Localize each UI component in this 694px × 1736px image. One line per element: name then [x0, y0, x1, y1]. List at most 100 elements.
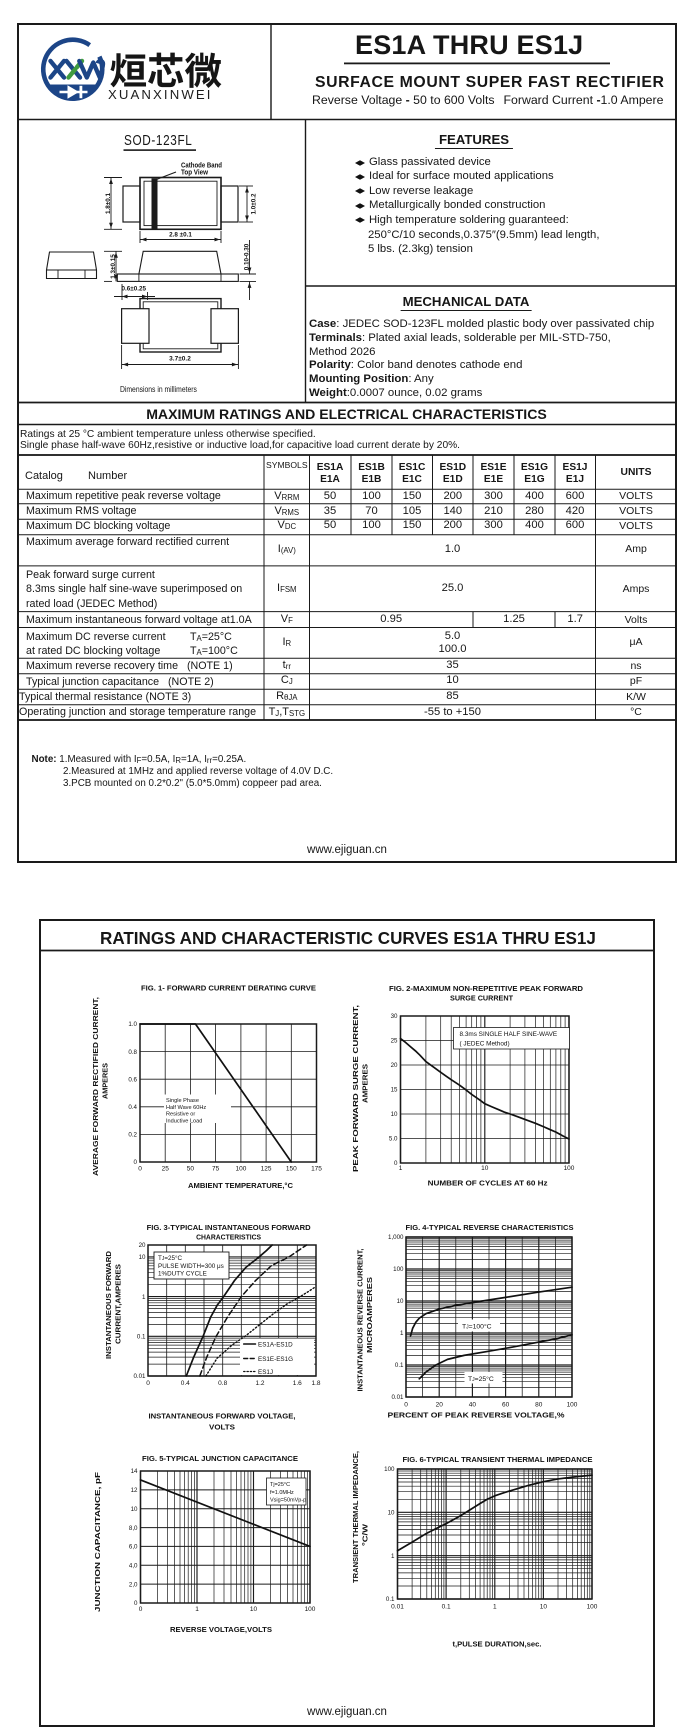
- svg-text:0.8: 0.8: [128, 1049, 137, 1056]
- svg-text:PULSE WIDTH=300 μs: PULSE WIDTH=300 μs: [158, 1263, 224, 1270]
- svg-text:( JEDEC Method): ( JEDEC Method): [460, 1041, 510, 1048]
- svg-text:125: 125: [261, 1166, 272, 1173]
- svg-text:FIG. 4-TYPICAL REVERSE CHARACT: FIG. 4-TYPICAL REVERSE CHARACTERISTICS: [406, 1223, 574, 1232]
- svg-text:0.01: 0.01: [133, 1373, 146, 1380]
- svg-text:0.6: 0.6: [128, 1076, 137, 1083]
- svg-text:0.4: 0.4: [181, 1380, 190, 1387]
- svg-text:1.0±0.2: 1.0±0.2: [251, 193, 258, 214]
- svg-text:100: 100: [587, 1604, 598, 1611]
- svg-text:t,PULSE DURATION,sec.: t,PULSE DURATION,sec.: [453, 1640, 542, 1649]
- svg-text:Single Phase: Single Phase: [166, 1098, 199, 1104]
- svg-text:f=1.0MHz: f=1.0MHz: [270, 1490, 294, 1496]
- svg-text:1.8±0.1: 1.8±0.1: [105, 193, 112, 214]
- svg-text:0: 0: [139, 1606, 143, 1613]
- svg-text:25: 25: [162, 1166, 170, 1173]
- svg-text:0.1: 0.1: [395, 1362, 404, 1369]
- svg-text:INSTANTANEOUS REVERSE CURRENT,: INSTANTANEOUS REVERSE CURRENT,: [356, 1249, 365, 1392]
- svg-text:AMPERES: AMPERES: [101, 1063, 110, 1099]
- svg-text:1.0: 1.0: [128, 1021, 137, 1028]
- svg-text:20: 20: [391, 1062, 398, 1069]
- svg-text:°C/W: °C/W: [361, 1524, 370, 1546]
- svg-text:Top View: Top View: [181, 170, 208, 177]
- svg-text:10: 10: [131, 1506, 138, 1513]
- svg-text:2.8 ±0.1: 2.8 ±0.1: [169, 232, 192, 239]
- svg-text:100: 100: [564, 1165, 575, 1172]
- svg-text:3.7±0.2: 3.7±0.2: [169, 356, 191, 363]
- svg-text:0: 0: [146, 1380, 150, 1387]
- svg-text:FIG. 2-MAXIMUM NON-REPETITIVE: FIG. 2-MAXIMUM NON-REPETITIVE PEAK FORWA…: [389, 984, 584, 993]
- svg-text:FIG. 3-TYPICAL INSTANTANEOUS F: FIG. 3-TYPICAL INSTANTANEOUS FORWARD: [147, 1223, 312, 1232]
- svg-text:1.3±0.15: 1.3±0.15: [110, 254, 117, 279]
- svg-text:10: 10: [250, 1606, 258, 1613]
- svg-text:CURRENT,AMPERES: CURRENT,AMPERES: [114, 1264, 123, 1344]
- svg-text:0.10-0.30: 0.10-0.30: [244, 243, 251, 270]
- svg-text:0.6±0.25: 0.6±0.25: [122, 286, 147, 293]
- svg-text:AMPERES: AMPERES: [361, 1064, 370, 1103]
- svg-text:0.1: 0.1: [442, 1604, 451, 1611]
- svg-text:100: 100: [393, 1266, 404, 1273]
- svg-text:1: 1: [493, 1604, 497, 1611]
- svg-text:14: 14: [131, 1468, 138, 1475]
- svg-text:TJ=25°C: TJ=25°C: [158, 1254, 183, 1262]
- svg-text:INSTANTANEOUS FORWARD: INSTANTANEOUS FORWARD: [104, 1251, 113, 1359]
- svg-text:0: 0: [404, 1402, 408, 1409]
- svg-text:TJ=100°C: TJ=100°C: [462, 1323, 492, 1331]
- svg-text:FIG. 5-TYPICAL JUNCTION CAPACI: FIG. 5-TYPICAL JUNCTION CAPACITANCE: [142, 1454, 298, 1463]
- svg-text:0.8: 0.8: [218, 1380, 227, 1387]
- svg-text:0.01: 0.01: [391, 1604, 404, 1611]
- svg-text:10: 10: [388, 1510, 395, 1517]
- svg-text:100: 100: [235, 1166, 246, 1173]
- svg-text:REVERSE VOLTAGE,VOLTS: REVERSE VOLTAGE,VOLTS: [170, 1625, 272, 1634]
- svg-text:Cathode Band: Cathode Band: [181, 163, 222, 170]
- svg-text:AVERAGE FORWARD RECTIFIED CURR: AVERAGE FORWARD RECTIFIED CURRENT,: [91, 997, 100, 1176]
- svg-text:30: 30: [391, 1013, 398, 1020]
- svg-text:Half Wave 60Hz: Half Wave 60Hz: [166, 1105, 206, 1111]
- svg-text:1: 1: [400, 1330, 404, 1337]
- svg-text:TRANSIENT THERMAL IMPEDANCE,: TRANSIENT THERMAL IMPEDANCE,: [351, 1451, 360, 1583]
- svg-text:JUNCTION CAPACITANCE, pF: JUNCTION CAPACITANCE, pF: [93, 1471, 102, 1612]
- svg-text:PEAK FORWARD SURGE CURRENT,: PEAK FORWARD SURGE CURRENT,: [351, 1005, 360, 1172]
- svg-text:TJ=25°C: TJ=25°C: [468, 1375, 494, 1383]
- svg-text:Resistive or: Resistive or: [166, 1112, 195, 1118]
- svg-text:1,000: 1,000: [388, 1234, 404, 1241]
- svg-text:20: 20: [139, 1242, 146, 1249]
- svg-text:10: 10: [397, 1298, 404, 1305]
- svg-text:10: 10: [139, 1254, 146, 1261]
- svg-text:25: 25: [391, 1038, 398, 1045]
- svg-text:100: 100: [305, 1606, 316, 1613]
- svg-text:INSTANTANEOUS FORWARD VOLTAGE,: INSTANTANEOUS FORWARD VOLTAGE,: [149, 1412, 296, 1421]
- svg-text:0: 0: [134, 1600, 138, 1607]
- svg-text:MICROAMPERES: MICROAMPERES: [365, 1277, 374, 1353]
- svg-text:0.4: 0.4: [128, 1104, 137, 1111]
- svg-text:VOLTS: VOLTS: [209, 1423, 235, 1432]
- svg-text:FIG. 6-TYPICAL TRANSIENT THERM: FIG. 6-TYPICAL TRANSIENT THERMAL IMPEDAN…: [403, 1455, 593, 1464]
- svg-text:150: 150: [286, 1166, 297, 1173]
- svg-text:50: 50: [187, 1166, 195, 1173]
- svg-text:5.0: 5.0: [389, 1136, 398, 1143]
- svg-text:SURGE CURRENT: SURGE CURRENT: [450, 994, 513, 1003]
- svg-text:1: 1: [142, 1294, 146, 1301]
- svg-text:FIG. 1- FORWARD CURRENT DERATI: FIG. 1- FORWARD CURRENT DERATING CURVE: [141, 984, 316, 993]
- svg-text:1: 1: [399, 1165, 403, 1172]
- svg-text:1%DUTY CYCLE: 1%DUTY CYCLE: [158, 1271, 207, 1278]
- svg-text:8,0: 8,0: [129, 1525, 138, 1532]
- svg-text:CHARACTERISTICS: CHARACTERISTICS: [196, 1233, 261, 1242]
- svg-text:0.2: 0.2: [128, 1132, 137, 1139]
- svg-text:12: 12: [131, 1487, 138, 1494]
- svg-text:40: 40: [469, 1402, 477, 1409]
- svg-text:2,0: 2,0: [129, 1581, 138, 1588]
- svg-text:0: 0: [138, 1166, 142, 1173]
- svg-text:0: 0: [394, 1160, 398, 1167]
- svg-text:100: 100: [384, 1466, 395, 1473]
- svg-text:1.2: 1.2: [255, 1380, 264, 1387]
- svg-text:75: 75: [212, 1166, 220, 1173]
- svg-text:Vsig=50mVp-p: Vsig=50mVp-p: [270, 1498, 306, 1504]
- svg-text:6,0: 6,0: [129, 1544, 138, 1551]
- svg-text:80: 80: [535, 1402, 543, 1409]
- svg-text:8.3ms SINGLE HALF SINE-WAVE: 8.3ms SINGLE HALF SINE-WAVE: [460, 1031, 558, 1038]
- svg-text:10: 10: [481, 1165, 489, 1172]
- svg-text:0.01: 0.01: [391, 1394, 404, 1401]
- svg-text:Inductive Load: Inductive Load: [166, 1118, 202, 1124]
- svg-text:1.8: 1.8: [311, 1380, 320, 1387]
- svg-text:10: 10: [540, 1604, 548, 1611]
